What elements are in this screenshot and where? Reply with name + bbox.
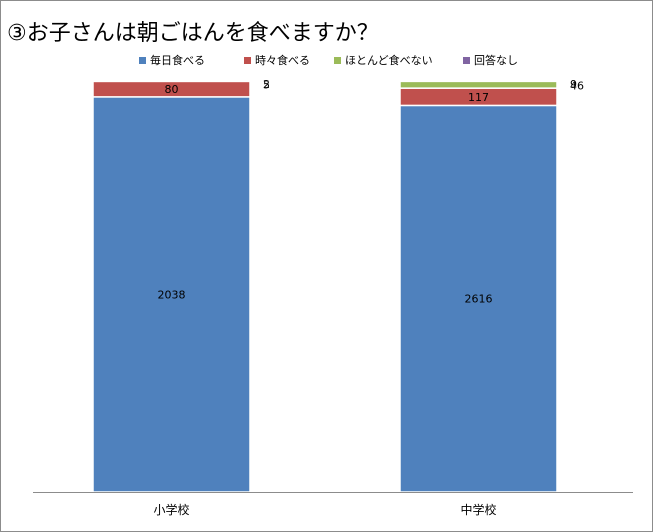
data-label-0-1: 80 [165, 83, 179, 96]
data-label-1-2: 46 [570, 79, 584, 92]
chart-title: ③お子さんは朝ごはんを食べますか？ [7, 21, 379, 46]
x-tick-label-1: 中学校 [460, 502, 496, 517]
data-label-0-3: 2 [263, 78, 270, 91]
bar-1-0 [399, 104, 558, 493]
legend: 毎日食べる 時々食べる ほとんど食べない 回答なし [139, 53, 518, 67]
legend-label-2: ほとんど食べない [345, 53, 433, 67]
data-label-0-0: 2038 [158, 288, 186, 301]
x-tick-label-0: 小学校 [153, 502, 189, 517]
legend-key-3 [463, 57, 470, 64]
data-label-1-3: 9 [570, 78, 577, 91]
plot-area [92, 79, 558, 493]
legend-key-2 [334, 57, 341, 64]
legend-label-1: 時々食べる [255, 53, 310, 67]
data-label-0-2: 5 [263, 78, 270, 91]
bar-1-2 [399, 80, 558, 89]
data-label-1-1: 117 [468, 91, 489, 104]
legend-key-1 [244, 57, 251, 64]
data-label-1-0: 2616 [465, 293, 493, 306]
bar-1-3 [399, 79, 558, 83]
legend-label-3: 回答なし [474, 53, 518, 67]
data-labels: 2038 80 52 2616 117 469 [158, 78, 585, 306]
legend-key-0 [139, 57, 146, 64]
x-axis: 小学校 中学校 [33, 492, 633, 517]
legend-label-0: 毎日食べる [150, 53, 205, 67]
